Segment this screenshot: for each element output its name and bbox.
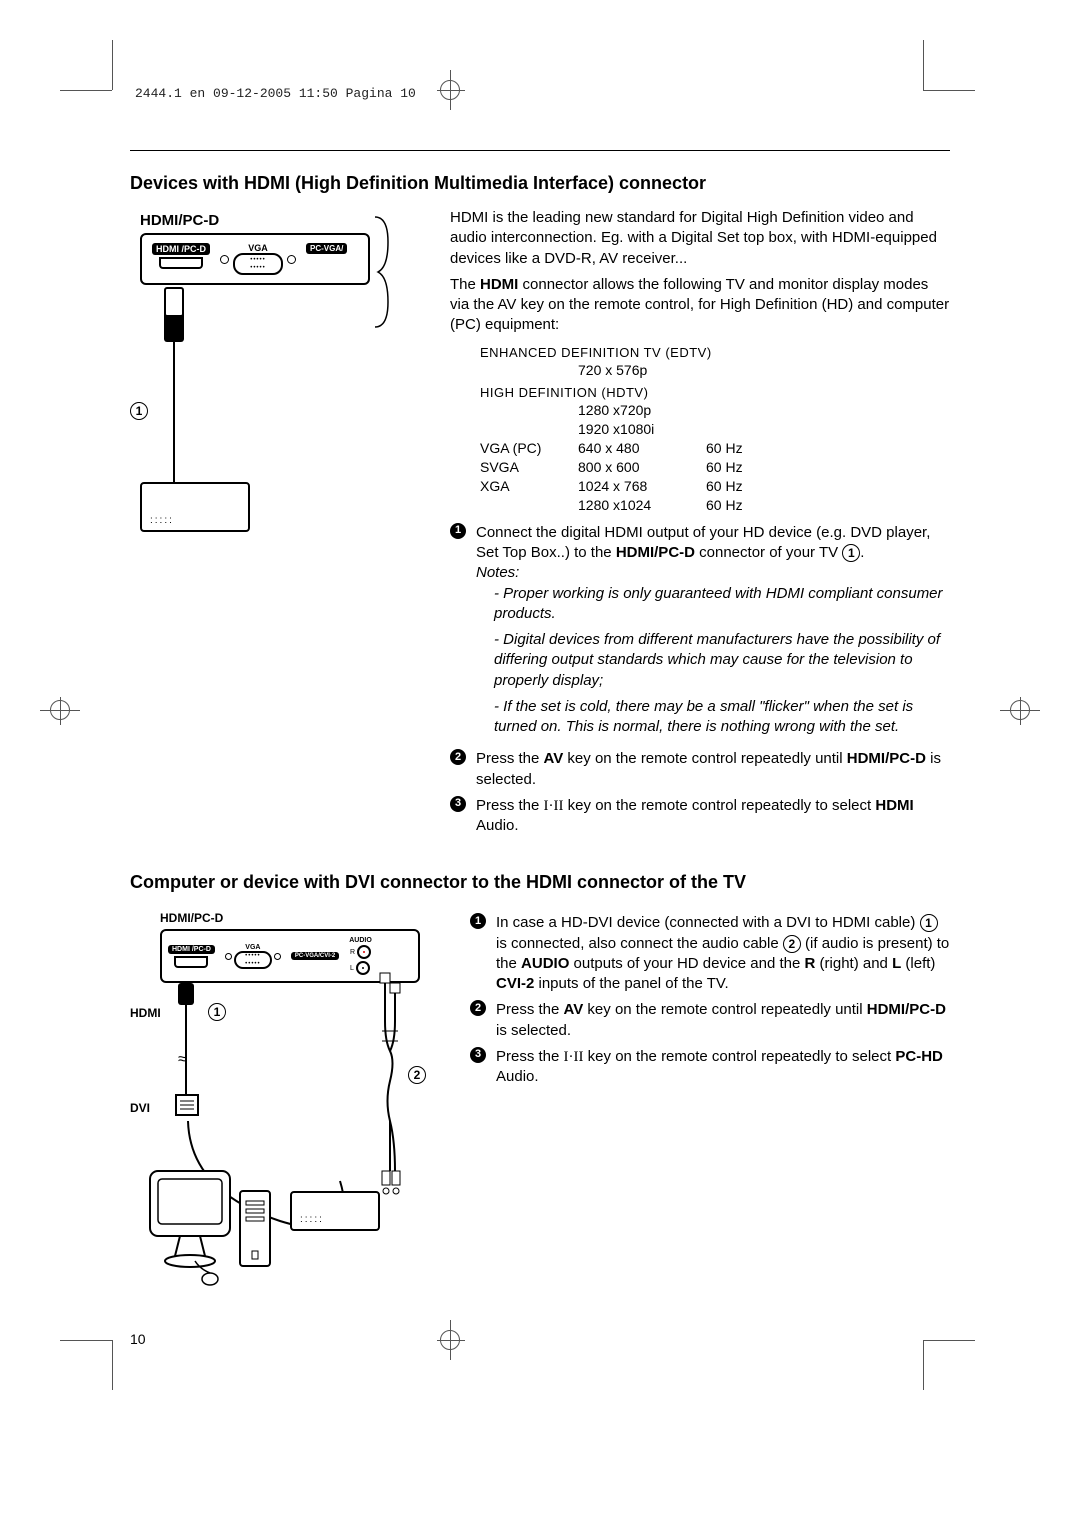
s2-step-3: 3 Press the I·II key on the remote contr… bbox=[470, 1047, 950, 1088]
callout-1: 1 bbox=[130, 402, 148, 420]
computer-icon bbox=[140, 1161, 280, 1291]
label-hdmi: HDMI bbox=[130, 1006, 161, 1020]
page-number: 10 bbox=[130, 1331, 950, 1347]
diagram-hdmi: HDMI/PC-D HDMI /PC-D VGA •••••••••• bbox=[130, 212, 390, 552]
port-hdmi-icon bbox=[159, 257, 203, 269]
step-3: 3 Press the I·II key on the remote contr… bbox=[450, 796, 950, 837]
panel-title: HDMI/PC-D bbox=[140, 212, 370, 229]
resolution-table: ENHANCED DEFINITION TV (EDTV) 720 x 576p… bbox=[480, 344, 950, 515]
page-content: Devices with HDMI (High Definition Multi… bbox=[130, 110, 950, 1327]
section1-title: Devices with HDMI (High Definition Multi… bbox=[130, 173, 950, 194]
step-1: 1 Connect the digital HDMI output of you… bbox=[450, 523, 950, 744]
page-header-meta: 2444.1 en 09-12-2005 11:50 Pagina 10 bbox=[135, 86, 416, 101]
device-box-icon: ::::: bbox=[140, 482, 250, 532]
label-dvi: DVI bbox=[130, 1101, 150, 1115]
diagram-dvi: HDMI/PC-D HDMI /PC-D VGA •••••••••• bbox=[130, 911, 430, 1291]
s2-step-2: 2 Press the AV key on the remote control… bbox=[470, 1000, 950, 1041]
s2-step-1: 1 In case a HD-DVI device (connected wit… bbox=[470, 913, 950, 994]
port-vga-icon: •••••••••• bbox=[233, 253, 283, 275]
section2-title: Computer or device with DVI connector to… bbox=[130, 872, 950, 893]
step-2: 2 Press the AV key on the remote control… bbox=[450, 749, 950, 790]
chip-hdmi: HDMI /PC-D bbox=[152, 243, 210, 255]
intro-text: HDMI is the leading new standard for Dig… bbox=[450, 208, 950, 269]
intro-text-2: The HDMI connector allows the following … bbox=[450, 275, 950, 336]
